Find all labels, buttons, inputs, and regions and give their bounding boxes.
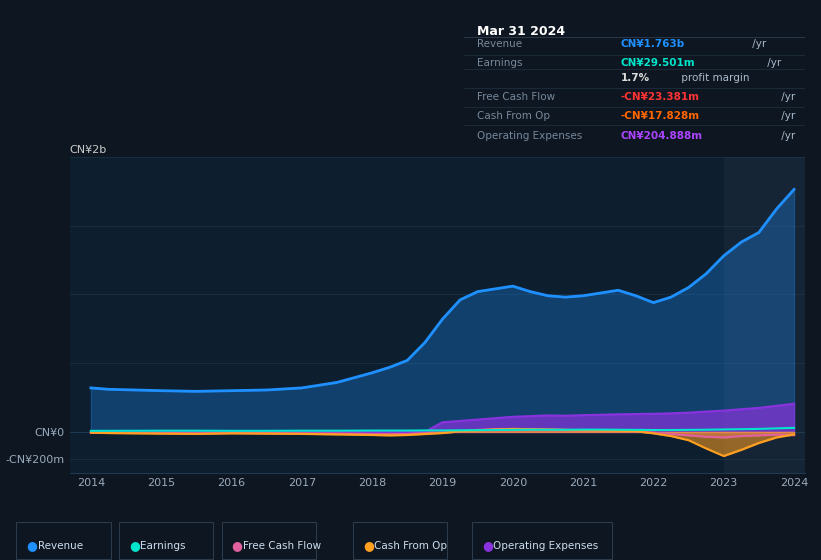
Text: Earnings: Earnings xyxy=(140,541,186,551)
Text: /yr: /yr xyxy=(778,110,796,120)
Text: CN¥2b: CN¥2b xyxy=(70,144,107,155)
Text: Cash From Op: Cash From Op xyxy=(478,110,551,120)
Text: ●: ● xyxy=(232,539,242,553)
Text: /yr: /yr xyxy=(778,92,796,102)
Text: CN¥204.888m: CN¥204.888m xyxy=(621,130,703,141)
Text: profit margin: profit margin xyxy=(678,73,750,83)
Text: CN¥29.501m: CN¥29.501m xyxy=(621,58,695,68)
Text: ●: ● xyxy=(26,539,37,553)
Text: Free Cash Flow: Free Cash Flow xyxy=(243,541,321,551)
Text: Operating Expenses: Operating Expenses xyxy=(478,130,583,141)
Text: -CN¥17.828m: -CN¥17.828m xyxy=(621,110,699,120)
Text: Earnings: Earnings xyxy=(478,58,523,68)
Text: CN¥1.763b: CN¥1.763b xyxy=(621,39,685,49)
Text: /yr: /yr xyxy=(750,39,767,49)
Text: Operating Expenses: Operating Expenses xyxy=(493,541,599,551)
Text: 1.7%: 1.7% xyxy=(621,73,649,83)
Text: Free Cash Flow: Free Cash Flow xyxy=(478,92,556,102)
Text: Revenue: Revenue xyxy=(478,39,523,49)
Text: ●: ● xyxy=(482,539,493,553)
Text: ●: ● xyxy=(129,539,140,553)
Text: Mar 31 2024: Mar 31 2024 xyxy=(478,25,566,38)
Text: -CN¥23.381m: -CN¥23.381m xyxy=(621,92,699,102)
Text: /yr: /yr xyxy=(778,130,796,141)
Bar xyxy=(724,157,805,473)
Text: Revenue: Revenue xyxy=(38,541,83,551)
Text: /yr: /yr xyxy=(764,58,781,68)
Text: ●: ● xyxy=(363,539,374,553)
Text: Cash From Op: Cash From Op xyxy=(374,541,447,551)
